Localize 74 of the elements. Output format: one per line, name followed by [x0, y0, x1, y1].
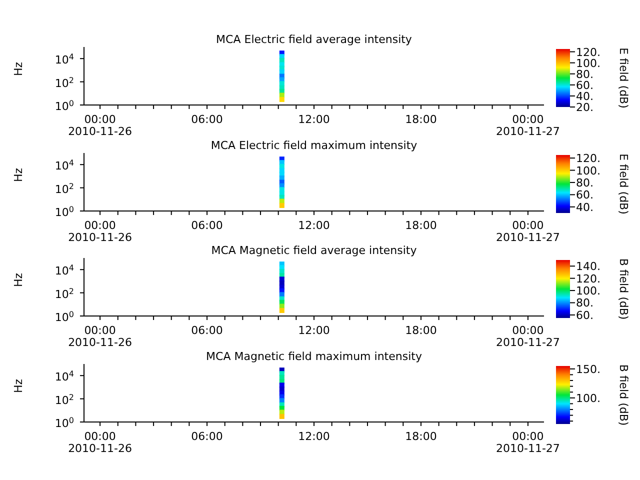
y-tick-label: 10$^{4}$ [54, 52, 74, 67]
x-tick-label: 00:00 2010-11-27 [496, 113, 560, 138]
y-tick-label: 10$^{2}$ [54, 392, 74, 406]
point [279, 292, 284, 298]
color-bar-label: 60. [576, 188, 594, 202]
color-bar-label: 80. [576, 176, 594, 189]
point [279, 198, 284, 204]
y-tick-label: 10$^{2}$ [54, 75, 74, 90]
color-bar-label: 60. [576, 78, 594, 92]
y-tick-label: 10$^{0}$ [54, 204, 74, 218]
color-bar-label: 120. [576, 272, 600, 286]
point [279, 186, 284, 192]
y-axis-title: Hz [12, 62, 25, 76]
point [279, 308, 284, 313]
point [279, 96, 284, 102]
x-tick-label: 18:00 [405, 324, 437, 337]
y-axis-title: Hz [12, 272, 25, 287]
color-bar-title: B field (dB) [617, 258, 630, 320]
y-tick-label: 10$^{2}$ [54, 180, 74, 196]
x-tick-label: 12:00 [298, 324, 330, 337]
color-bar-label: 60. [576, 308, 594, 322]
x-tick-label: 00:00 2010-11-26 [68, 430, 132, 454]
color-bar-label: 80. [576, 296, 594, 310]
point [279, 398, 284, 403]
x-tick-label: 00:00 2010-11-27 [496, 218, 560, 244]
point [279, 280, 284, 286]
y-tick-label: 10$^{4}$ [54, 263, 74, 278]
x-tick-label: 00:00 2010-11-27 [496, 324, 560, 349]
y-tick-label: 10$^{0}$ [54, 310, 74, 324]
x-tick-label: 12:00 [298, 430, 330, 442]
x-tick-label: 06:00 [191, 218, 223, 232]
x-tick-label: 18:00 [405, 430, 437, 442]
chart-title: MCA Electric field average intensity [215, 33, 413, 46]
x-tick-label: 00:00 2010-11-26 [68, 324, 132, 349]
color-bar-label: 120. [576, 152, 600, 165]
point [279, 69, 284, 74]
x-tick-label: 18:00 [405, 218, 437, 232]
color-bar-label: 40. [576, 90, 594, 103]
chart-title: MCA Magnetic field maximum intensity [205, 350, 423, 362]
point [279, 92, 284, 98]
color-bar-title: E field (dB) [617, 153, 630, 214]
color-bar-label: 40. [576, 200, 594, 214]
color-bar-label: 100. [576, 284, 600, 298]
x-tick-label: 06:00 [191, 324, 223, 337]
x-tick-label: 06:00 [191, 430, 223, 442]
x-tick-label: 00:00 2010-11-27 [496, 430, 560, 454]
point [279, 304, 284, 309]
x-tick-label: 18:00 [405, 113, 437, 126]
color-bar-title: B field (dB) [617, 364, 630, 426]
color-bar-label: 140. [576, 260, 600, 274]
color-bar-label: 20. [576, 101, 594, 114]
color-bar-label: 80. [576, 68, 594, 81]
y-axis-title: Hz [12, 167, 25, 182]
y-tick-label: 10$^{0}$ [54, 98, 74, 113]
color-bar-label: 100. [576, 56, 600, 70]
color-bar-label: 100. [576, 164, 600, 177]
y-tick-label: 10$^{4}$ [54, 368, 74, 384]
color-bar-title: E field (dB) [617, 48, 630, 108]
x-tick-label: 06:00 [191, 113, 223, 126]
chart-title: MCA Electric field maximum intensity [210, 138, 418, 152]
color-bar-label: 120. [576, 46, 600, 59]
point [279, 81, 284, 86]
point [279, 409, 284, 414]
color-bar-label: 100. [576, 391, 600, 404]
y-tick-label: 10$^{4}$ [54, 158, 74, 172]
x-tick-label: 12:00 [298, 218, 330, 232]
chart-title: MCA Magnetic field average intensity [210, 244, 418, 257]
x-tick-label: 12:00 [298, 113, 330, 126]
y-tick-label: 10$^{2}$ [54, 286, 74, 301]
color-bar-label: 150. [576, 362, 600, 376]
x-tick-label: 00:00 2010-11-26 [68, 218, 132, 244]
y-axis-title: Hz [12, 378, 25, 392]
x-tick-label: 00:00 2010-11-26 [68, 113, 132, 138]
y-tick-label: 10$^{0}$ [54, 415, 74, 430]
